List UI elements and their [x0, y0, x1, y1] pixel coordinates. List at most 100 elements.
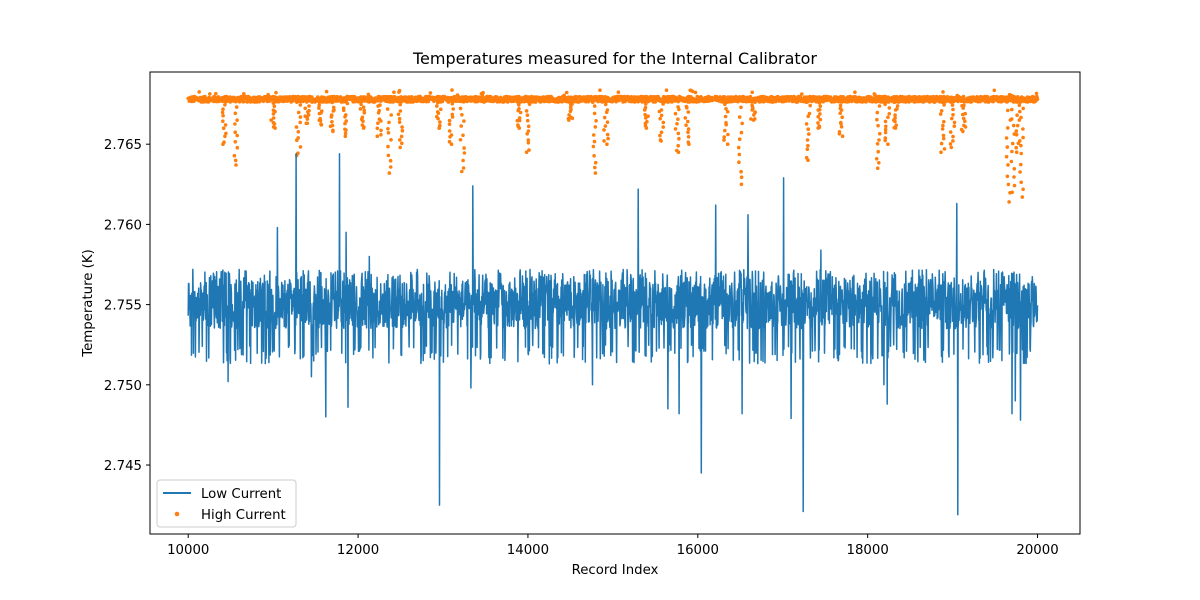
high-current-dip-point: [685, 106, 689, 110]
plot-frame: [149, 71, 1081, 535]
high-current-dip-point: [841, 97, 846, 102]
high-current-dip-point: [1006, 108, 1010, 113]
high-current-dip-point: [345, 101, 350, 106]
high-current-dip-point: [396, 112, 401, 117]
high-current-dip-point: [330, 120, 334, 124]
high-current-dip-point: [436, 100, 440, 105]
y-tick-label: 2.745: [104, 459, 142, 474]
high-current-dip-point: [388, 158, 393, 163]
y-tick-label: 2.760: [104, 218, 142, 233]
series-low-current-line: [187, 153, 1039, 516]
high-current-dip-point: [517, 116, 522, 120]
high-current-dip-point: [737, 160, 741, 164]
high-current-dip-point: [739, 130, 744, 135]
high-current-dip-point: [1017, 103, 1022, 108]
high-current-dip-point: [951, 107, 955, 112]
high-current-dip-point: [568, 109, 573, 114]
high-current-dip-point: [877, 104, 882, 108]
high-current-dip-point: [644, 116, 648, 120]
high-current-dip-point: [942, 119, 946, 124]
high-current-dip-point: [1019, 162, 1023, 167]
high-current-dip-point: [400, 128, 405, 133]
high-current-point: [796, 98, 800, 103]
high-current-dip-point: [1005, 145, 1010, 149]
high-current-dip-point: [220, 110, 225, 115]
high-current-dip-point: [524, 109, 529, 113]
x-tick-label: 16000: [677, 543, 719, 558]
high-current-dip-point: [876, 149, 880, 154]
high-current-dip-point: [883, 119, 888, 124]
high-current-point: [428, 91, 433, 95]
high-current-dip-point: [646, 99, 651, 103]
high-current-dip-point: [893, 113, 897, 117]
high-current-dip-point: [725, 109, 730, 114]
high-current-dip-point: [1018, 100, 1022, 105]
high-current-dip-point: [751, 118, 756, 122]
high-current-dip-point: [877, 161, 881, 165]
high-current-dip-point: [737, 137, 742, 141]
high-current-dip-point: [724, 99, 729, 104]
high-current-dip-point: [948, 130, 953, 134]
high-current-dip-point: [893, 119, 897, 124]
high-current-dip-point: [272, 122, 277, 126]
high-current-dip-point: [1010, 141, 1015, 146]
high-current-dip-point: [462, 119, 466, 123]
high-current-dip-point: [806, 114, 810, 119]
high-current-dip-point: [605, 132, 610, 137]
high-current-dip-point: [305, 117, 310, 121]
high-current-dip-point: [231, 97, 236, 102]
high-current-point: [750, 90, 754, 95]
high-current-dip-point: [593, 171, 598, 175]
high-current-dip-point: [462, 146, 466, 150]
high-current-dip-point: [224, 131, 228, 136]
high-current-dip-point: [676, 117, 680, 121]
x-tick-label: 20000: [1016, 543, 1058, 558]
high-current-dip-point: [961, 106, 965, 110]
high-current-dip-point: [961, 112, 965, 117]
high-current-point: [197, 90, 201, 94]
series-layer: [186, 88, 1040, 516]
high-current-dip-point: [876, 123, 880, 128]
high-current-dip-point: [948, 142, 953, 146]
high-current-dip-point: [883, 130, 888, 135]
high-current-dip-point: [676, 143, 680, 148]
high-current-dip-point: [950, 103, 955, 107]
high-current-point: [214, 91, 218, 96]
high-current-dip-point: [461, 166, 466, 170]
high-current-dip-point: [296, 110, 301, 115]
y-axis-label: Temperature (K): [81, 249, 96, 358]
high-current-dip-point: [885, 99, 890, 103]
high-current-dip-point: [750, 108, 754, 112]
high-current-dip-point: [1015, 123, 1020, 128]
high-current-dip-point: [816, 114, 820, 119]
high-current-dip-point: [447, 129, 452, 133]
high-current-dip-point: [877, 138, 881, 142]
high-current-dip-point: [436, 111, 441, 115]
high-current-dip-point: [221, 142, 225, 146]
y-tick-label: 2.750: [104, 379, 142, 394]
high-current-dip-point: [602, 128, 606, 132]
high-current-dip-point: [658, 99, 663, 103]
high-current-dip-point: [271, 116, 276, 120]
high-current-dip-point: [221, 113, 225, 118]
high-current-dip-point: [1010, 190, 1014, 195]
high-current-dip-point: [437, 98, 441, 102]
high-current-dip-point: [740, 98, 744, 102]
high-current-dip-point: [895, 104, 900, 108]
high-current-dip-point: [386, 153, 391, 158]
high-current-dip-point: [591, 100, 595, 104]
high-current-dip-point: [386, 144, 390, 149]
high-current-dip-point: [567, 118, 571, 122]
high-current-dip-point: [525, 118, 530, 123]
high-current-dip-point: [961, 129, 965, 134]
high-current-dip-point: [400, 141, 404, 146]
high-current-dip-point: [1018, 109, 1022, 114]
high-current-dip-point: [818, 112, 822, 116]
high-current-dip-point: [887, 112, 892, 116]
high-current-dip-point: [298, 145, 303, 149]
high-current-dip-point: [659, 130, 664, 135]
high-current-dip-point: [1018, 170, 1022, 174]
high-current-dip-point: [1011, 123, 1016, 128]
high-current-dip-point: [458, 106, 463, 111]
high-current-dip-point: [389, 138, 393, 142]
